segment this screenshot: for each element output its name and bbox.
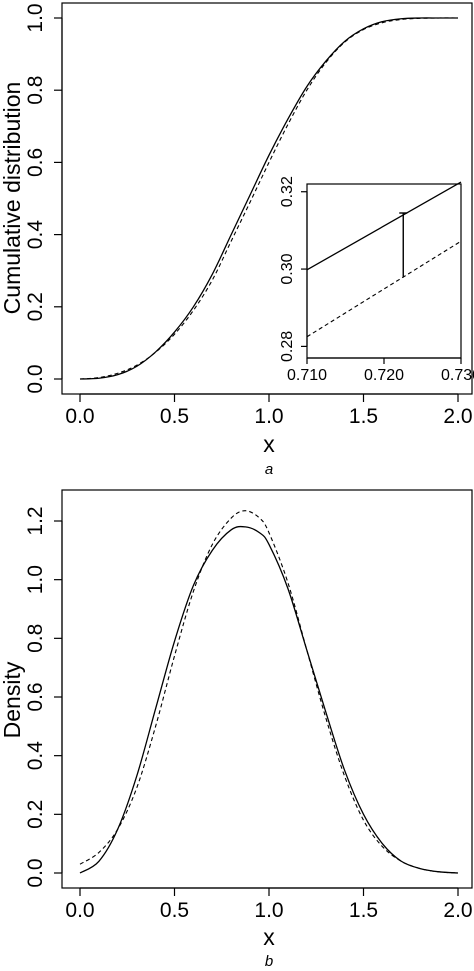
panel-a-x-tick-label: 0.5 — [160, 405, 189, 428]
panel-a-y-axis: 0.0 0.2 0.4 0.6 0.8 1.0 — [24, 3, 63, 394]
panel-a-y-tick-label: 0.4 — [24, 220, 47, 250]
inset-y-axis: 0.28 0.30 0.32 — [279, 176, 308, 362]
inset-y-tick-label: 0.30 — [279, 253, 296, 284]
inset-background — [307, 184, 461, 358]
inset-y-tick-label: 0.28 — [279, 331, 296, 362]
inset-series-dashed-line — [306, 240, 462, 338]
panel-a-y-tick-label: 0.0 — [24, 364, 47, 393]
inset-y-tick-label: 0.32 — [279, 176, 296, 207]
panel-a-x-tick-label: 2.0 — [443, 405, 472, 428]
panel-a-series-dashed-line — [79, 17, 459, 380]
panel-a-y-axis-label: Cumulative distribution — [0, 82, 25, 315]
panel-a-curves — [79, 17, 459, 380]
panel-b-x-axis: 0.0 0.5 1.0 1.5 2.0 — [65, 887, 473, 922]
panel-b-x-tick-label: 0.0 — [65, 899, 94, 922]
panel-b-plot-frame — [61, 489, 473, 889]
inset-x-tick-label: 0.710 — [287, 367, 327, 384]
inset-x-axis: 0.710 0.720 0.730 — [287, 357, 474, 384]
panel-b-y-tick-label: 0.4 — [24, 741, 47, 771]
panel-a-y-tick-label: 0.2 — [24, 292, 47, 321]
inset-series-solid-line — [306, 181, 462, 271]
panel-a-x-axis-label: x — [263, 431, 275, 457]
panel-a-caption: a — [265, 461, 273, 478]
panel-b-y-axis: 0.0 0.2 0.4 0.6 0.8 1.0 1.2 — [24, 506, 63, 888]
panel-b-y-axis-label: Density — [0, 661, 25, 738]
panel-a-x-axis: 0.0 0.5 1.0 1.5 2.0 — [65, 393, 473, 428]
panel-a-y-tick-label: 0.8 — [24, 76, 47, 105]
panel-a-x-tick-label: 1.0 — [254, 405, 283, 428]
panel-a-inset-zoom: 0.710 0.720 0.730 0.28 0.30 0.32 — [279, 176, 474, 384]
panel-b-y-tick-label: 1.2 — [24, 506, 47, 535]
inset-x-tick-label: 0.720 — [364, 367, 404, 384]
panel-b-y-tick-label: 0.0 — [24, 858, 47, 887]
panel-b-series-solid-line — [79, 525, 459, 874]
panel-a-x-tick-label: 1.5 — [349, 405, 378, 428]
panel-a-cumulative-distribution: 0.0 0.5 1.0 1.5 2.0 0.0 0.2 0.4 0.6 0.8 1.0 x Cum… — [0, 2, 474, 478]
panel-b-x-axis-label: x — [263, 924, 275, 950]
panel-b-y-tick-label: 0.2 — [24, 800, 47, 829]
panel-b-curves — [79, 510, 459, 874]
panel-b-y-tick-label: 1.0 — [24, 565, 47, 594]
inset-curves — [306, 181, 462, 338]
panel-b-x-tick-label: 0.5 — [160, 899, 189, 922]
panel-b-caption: b — [265, 953, 273, 970]
panel-a-series-solid-line — [79, 17, 458, 380]
panel-a-y-tick-label: 1.0 — [24, 3, 47, 32]
panel-b-series-dashed-line — [79, 510, 459, 874]
panel-b-y-tick-label: 0.8 — [24, 624, 47, 653]
panel-a-x-tick-label: 0.0 — [65, 405, 94, 428]
panel-b-y-tick-label: 0.6 — [24, 682, 47, 711]
panel-b-density: 0.0 0.5 1.0 1.5 2.0 0.00.20.40.60.81.01.2 x … — [0, 489, 473, 970]
inset-x-tick-label: 0.730 — [441, 367, 474, 384]
panel-b-x-tick-label: 1.0 — [254, 899, 283, 922]
panel-b-x-tick-label: 2.0 — [443, 899, 472, 922]
panel-b-x-tick-label: 1.5 — [349, 899, 378, 922]
panel-a-y-tick-label: 0.6 — [24, 148, 47, 177]
